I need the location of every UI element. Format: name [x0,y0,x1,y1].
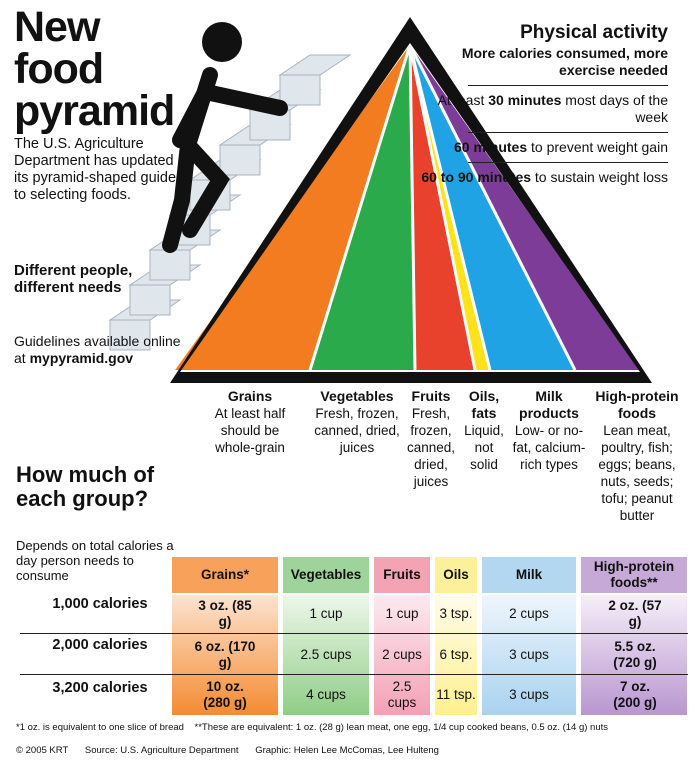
table-header-oils: Oils [435,557,477,593]
credits: © 2005 KRT Source: U.S. Agriculture Depa… [16,745,439,756]
table-cell: 1 cup [309,606,343,621]
table-header-vegetables: Vegetables [283,557,369,593]
divider [20,633,688,634]
milk-column-bg [482,595,576,715]
table-cell: 5.5 oz. (720 g) [613,638,657,670]
table-cell: 2.5 cups [387,679,417,710]
table-cell: 4 cups [306,687,346,702]
calorie-label: 2,000 calories [52,637,148,653]
table-cell: 1 cup [385,606,419,621]
table-cell: 2.5 cups [300,646,352,662]
activity-item: At least 30 minutes most days of the wee… [437,92,668,125]
table-cell: 3 tsp. [439,606,473,621]
physical-activity-heading: Physical activity [520,22,668,43]
how-much-body: Depends on total calories a day person n… [16,538,174,583]
group-label-protein: High-protein foods Lean meat, poultry, f… [595,388,679,523]
intro-text: The U.S. Agriculture Department has upda… [14,136,177,203]
table-cell: 3 oz. (85 g) [198,598,252,629]
group-label-oils: Oils, fats Liquid, not solid [464,388,504,472]
group-label-grains: Grains At least half should be whole-gra… [214,388,286,455]
grains-column-bg [172,595,278,715]
group-label-fruits: Fruits Fresh, frozen, canned, dried, jui… [406,388,456,489]
divider [20,674,688,675]
group-label-milk: Milk products Low- or no-fat, calcium-ri… [512,388,586,472]
table-cell: 3 cups [509,687,549,702]
table-header-grains: Grains* [172,557,278,593]
table-cell: 2 cups [509,606,549,621]
table-header-fruits: Fruits [374,557,430,593]
table-cell: 6 oz. (170 g) [194,638,256,670]
table-header-milk: Milk [482,557,576,593]
divider [468,132,668,133]
group-label-vegetables: Vegetables Fresh, frozen, canned, dried,… [314,388,400,455]
table-header-protein: High-protein foods** [581,557,687,593]
table-cell: 10 oz. (280 g) [203,679,247,710]
climbing-figure-icon [162,22,288,253]
different-needs-heading: Different people, different needs [14,262,133,296]
divider [468,85,668,86]
divider [468,162,668,163]
footnote: *1 oz. is equivalent to one slice of bre… [16,722,609,733]
activity-item: 60 minutes to prevent weight gain [453,139,668,155]
table-cell: 2 oz. (57 g) [608,598,662,629]
physical-activity-panel: Physical activity More calories consumed… [408,22,668,186]
activity-item: 60 to 90 minutes to sustain weight loss [421,169,668,185]
table-cell: 2 cups [382,646,422,662]
protein-column-bg [581,595,687,715]
calorie-label: 3,200 calories [52,680,148,696]
physical-activity-subheading: More calories consumed, more exercise ne… [461,45,668,78]
table-cell: 6 tsp. [439,646,473,662]
table-cell: 11 tsp. [436,687,476,702]
fruits-column-bg [374,595,430,715]
different-needs-body: Guidelines available online at mypyramid… [14,333,181,366]
how-much-heading: How much of each group? [16,462,155,511]
mypyramid-link[interactable]: mypyramid.gov [29,350,134,366]
calorie-label: 1,000 calories [52,596,148,612]
page-title: New food pyramid [14,3,175,135]
oils-column-bg [435,595,477,715]
food-pyramid [170,17,652,383]
table-cell: 3 cups [509,646,549,662]
vegetables-column-bg [283,595,369,715]
table-cell: 7 oz. (200 g) [613,679,657,710]
